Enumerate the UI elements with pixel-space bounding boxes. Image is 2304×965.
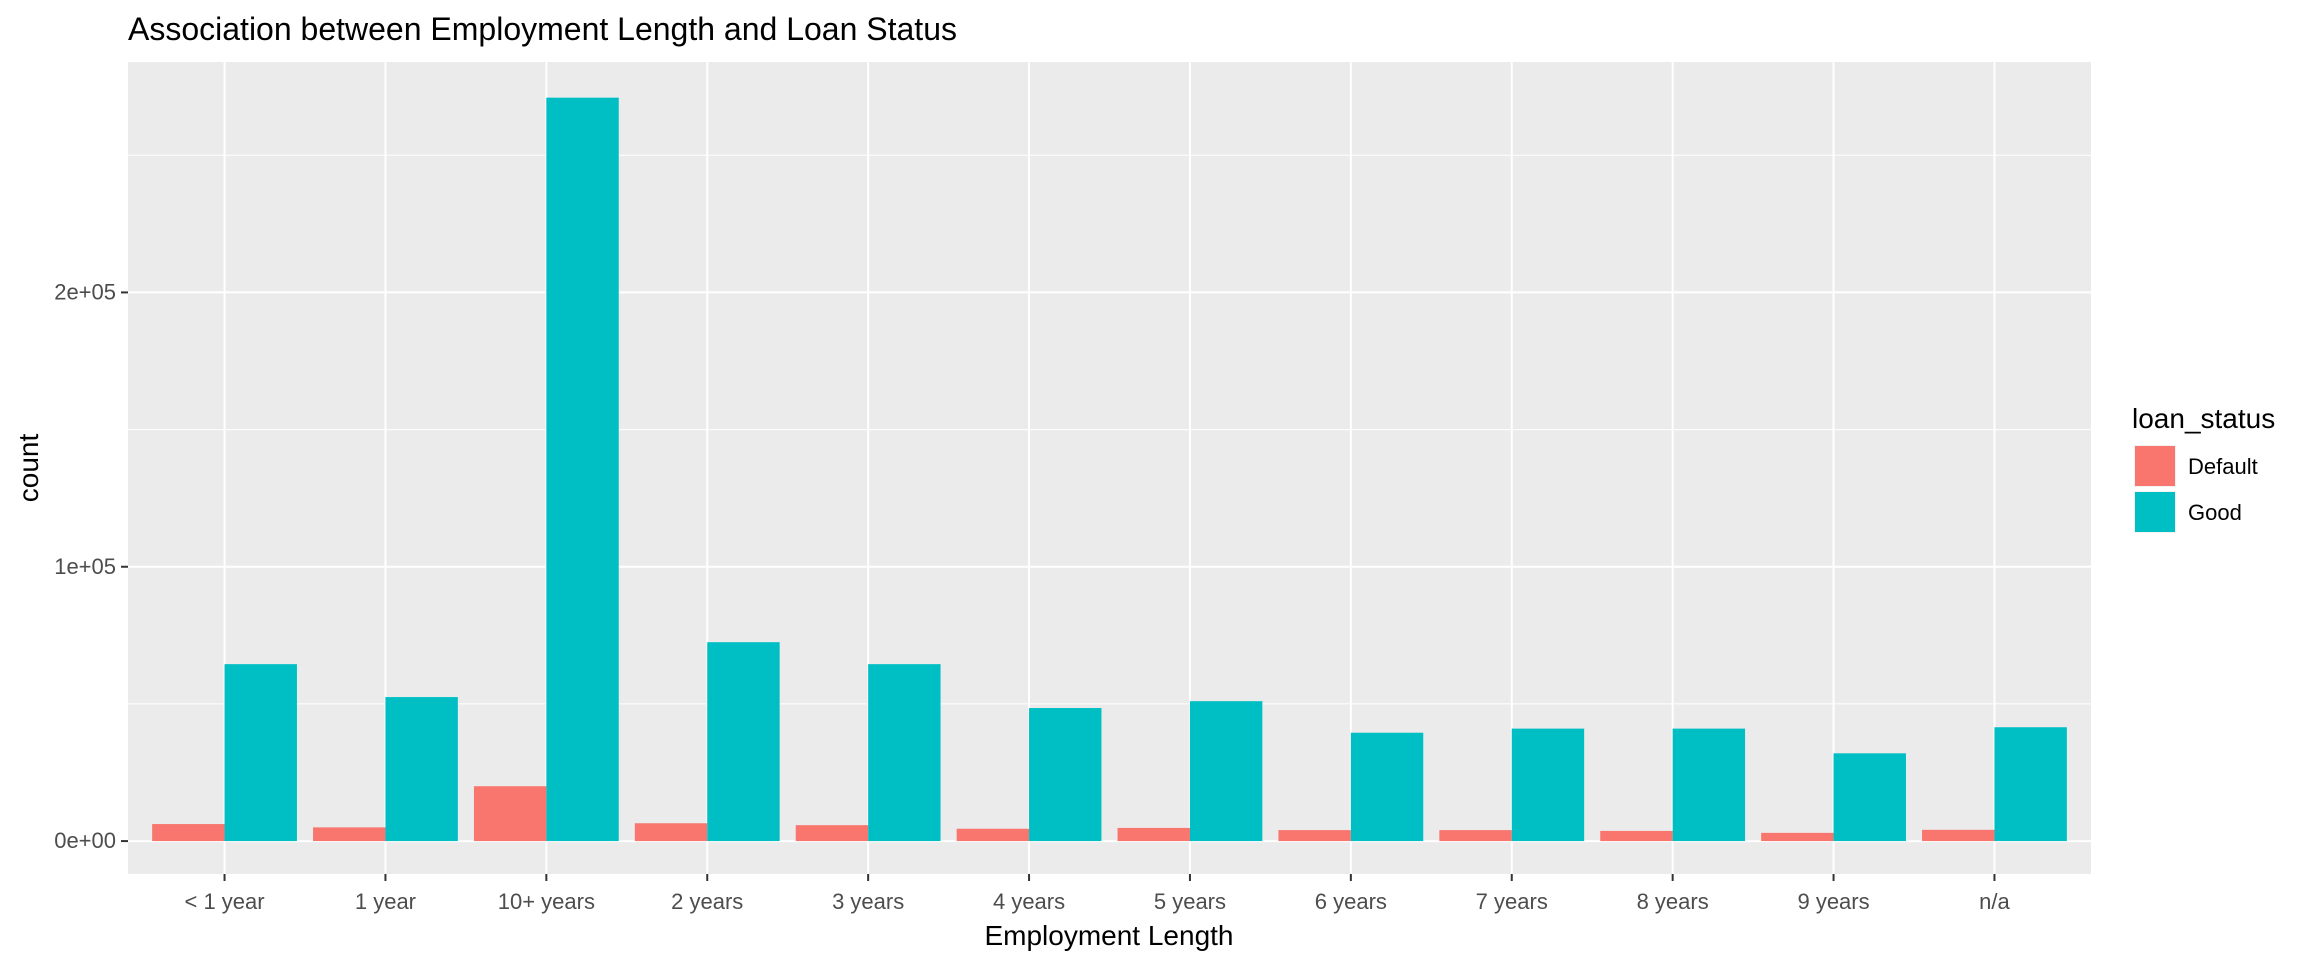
bar-default — [152, 824, 225, 842]
legend-items: Default Good — [2134, 445, 2258, 533]
y-axis: 0e+00 1e+05 2e+05 — [54, 279, 128, 853]
bar-good — [1029, 708, 1102, 842]
y-tick-label: 1e+05 — [54, 554, 116, 579]
x-tick-label: 2 years — [671, 889, 743, 914]
bar-good — [224, 664, 297, 842]
bars — [152, 97, 2067, 842]
bar-default — [1922, 829, 1995, 842]
bar-default — [1439, 830, 1512, 842]
bar-good — [1511, 728, 1585, 842]
y-tick-label: 2e+05 — [54, 279, 116, 304]
y-axis-title: count — [13, 434, 44, 503]
bar-good — [1672, 728, 1746, 842]
x-tick-label: 10+ years — [498, 889, 595, 914]
bar-good — [1189, 701, 1263, 842]
bar-good — [868, 664, 941, 842]
bar-good — [1833, 753, 1906, 842]
y-tick-label: 0e+00 — [54, 828, 116, 853]
x-tick-label: 4 years — [993, 889, 1065, 914]
bar-good — [1350, 732, 1424, 842]
x-tick-label: 7 years — [1476, 889, 1548, 914]
bar-default — [634, 823, 708, 842]
bar-good — [1994, 727, 2067, 842]
bar-good — [707, 642, 780, 842]
bar-default — [1761, 832, 1834, 842]
bar-default — [795, 825, 869, 842]
bar-default — [1600, 830, 1673, 842]
legend-label-default: Default — [2188, 454, 2258, 479]
bar-default — [313, 827, 386, 842]
bar-default — [473, 786, 547, 842]
chart-title: Association between Employment Length an… — [128, 11, 957, 47]
bar-good — [546, 97, 619, 842]
x-tick-label: < 1 year — [184, 889, 264, 914]
x-axis: < 1 year 1 year 10+ years 2 years 3 years 4 y… — [184, 874, 2011, 914]
x-tick-label: 9 years — [1797, 889, 1869, 914]
x-tick-label: 1 year — [355, 889, 416, 914]
x-axis-title: Employment Length — [984, 920, 1233, 951]
legend-label-good: Good — [2188, 500, 2242, 525]
bar-default — [1278, 830, 1351, 842]
legend-title: loan_status — [2132, 403, 2275, 434]
x-tick-label: 6 years — [1315, 889, 1387, 914]
x-tick-label: 8 years — [1637, 889, 1709, 914]
bar-default — [956, 828, 1030, 842]
x-tick-label: 5 years — [1154, 889, 1226, 914]
legend: loan_status Default Good — [2132, 403, 2275, 533]
legend-key-good — [2135, 492, 2175, 532]
x-tick-label: 3 years — [832, 889, 904, 914]
bar-default — [1117, 827, 1190, 842]
bar-good — [385, 697, 458, 842]
x-tick-label: n/a — [1979, 889, 2010, 914]
legend-key-default — [2135, 446, 2175, 486]
